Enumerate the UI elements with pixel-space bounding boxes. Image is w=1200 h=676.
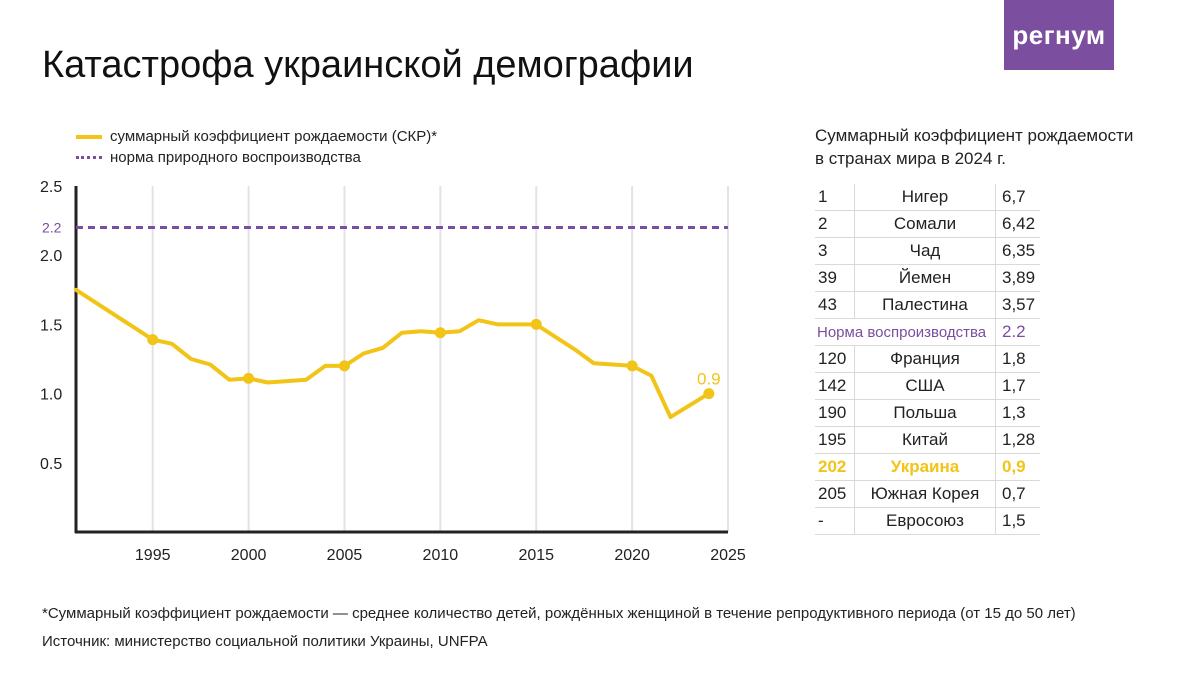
- data-label-2024: 0.9: [697, 370, 721, 389]
- chart-legend: суммарный коэффициент рождаемости (СКР)*…: [76, 126, 437, 168]
- country-cell: Нигер: [854, 184, 996, 211]
- country-cell: США: [854, 372, 996, 400]
- reference-line-group: 2.2: [42, 220, 728, 236]
- y-tick-label: 1.5: [40, 317, 62, 334]
- table-row: 202 Украина 0,9: [815, 453, 1040, 481]
- x-tick-label-2015: 2015: [518, 547, 554, 564]
- data-point-2000: [243, 372, 255, 384]
- rank-cell: 2: [815, 210, 855, 238]
- norm-label-cell: Норма воспроизводства: [815, 318, 996, 346]
- legend-swatch-dashed: [76, 156, 102, 159]
- rank-cell: 43: [815, 291, 855, 319]
- value-cell: 6,7: [995, 184, 1040, 211]
- ranking-table-body: 1 Нигер 6,7 2 Сомали 6,42 3 Чад 6,35 39 Йемен 3,89 4…: [815, 184, 1040, 535]
- country-cell: Йемен: [854, 264, 996, 292]
- data-point-2024: [703, 388, 715, 400]
- legend-label-norm: норма природного воспроизводства: [110, 149, 361, 166]
- data-point-1995: [147, 334, 159, 346]
- data-point-2015: [530, 318, 542, 330]
- table-row: 120 Франция 1,8: [815, 345, 1040, 373]
- value-cell: 3,89: [995, 264, 1040, 292]
- table-title-line2: в странах мира в 2024 г.: [815, 149, 1006, 168]
- source-note: Источник: министерство социальной полити…: [42, 633, 488, 650]
- rank-cell: 195: [815, 426, 855, 454]
- rank-cell: 1: [815, 184, 855, 211]
- value-cell: 1,28: [995, 426, 1040, 454]
- value-cell: 3,57: [995, 291, 1040, 319]
- table-row: 39 Йемен 3,89: [815, 264, 1040, 292]
- series-line: [74, 287, 711, 420]
- page-title: Катастрофа украинской демографии: [42, 44, 694, 86]
- rank-cell: 39: [815, 264, 855, 292]
- legend-label-series: суммарный коэффициент рождаемости (СКР)*: [110, 128, 438, 145]
- y-tick-label: 2.5: [40, 179, 62, 196]
- table-title-line1: Суммарный коэффициент рождаемости: [815, 126, 1134, 145]
- norm-value-cell: 2.2: [995, 318, 1040, 346]
- country-cell: Китай: [854, 426, 996, 454]
- y-tick-label: 1.0: [40, 387, 62, 404]
- rank-cell: 205: [815, 480, 855, 508]
- table-row: 205 Южная Корея 0,7: [815, 480, 1040, 508]
- series-group: [74, 287, 715, 420]
- value-cell: 0,9: [995, 453, 1040, 481]
- x-tick-label-2000: 2000: [231, 547, 267, 564]
- chart-grid: [151, 186, 729, 532]
- rank-cell: 202: [815, 453, 855, 481]
- norm-row: Норма воспроизводства 2.2: [815, 318, 1040, 346]
- table-row: 2 Сомали 6,42: [815, 210, 1040, 238]
- country-cell: Южная Корея: [854, 480, 996, 508]
- rank-cell: 120: [815, 345, 855, 373]
- value-cell: 0,7: [995, 480, 1040, 508]
- country-cell: Чад: [854, 237, 996, 265]
- country-cell: Франция: [854, 345, 996, 373]
- value-cell: 1,7: [995, 372, 1040, 400]
- value-cell: 1,8: [995, 345, 1040, 373]
- fertility-ranking-table: 1 Нигер 6,7 2 Сомали 6,42 3 Чад 6,35 39 Йемен 3,89 4…: [815, 184, 1040, 535]
- fertility-line-chart: 2.2 1995 2000 2005 2010 2015 2020 2025 0.5 1.0 1.…: [40, 179, 746, 564]
- x-tick-label-2005: 2005: [327, 547, 363, 564]
- x-tick-label-2020: 2020: [614, 547, 650, 564]
- value-cell: 6,42: [995, 210, 1040, 238]
- legend-item-series: суммарный коэффициент рождаемости (СКР)*: [76, 126, 437, 147]
- value-cell: 6,35: [995, 237, 1040, 265]
- rank-cell: 3: [815, 237, 855, 265]
- table-title: Суммарный коэффициент рождаемости в стра…: [815, 124, 1133, 170]
- rank-cell: -: [815, 507, 855, 535]
- data-point-2020: [626, 360, 638, 372]
- x-tick-label-2025: 2025: [710, 547, 746, 564]
- data-point-2010: [434, 327, 446, 339]
- x-tick-label-2010: 2010: [423, 547, 459, 564]
- y-tick-label: 0.5: [40, 456, 62, 473]
- table-row: 195 Китай 1,28: [815, 426, 1040, 454]
- table-row: 190 Польша 1,3: [815, 399, 1040, 427]
- y-tick-label: 2.0: [40, 248, 62, 265]
- country-cell: Евросоюз: [854, 507, 996, 535]
- country-cell: Украина: [854, 453, 996, 481]
- x-tick-label-1995: 1995: [135, 547, 171, 564]
- table-row: 3 Чад 6,35: [815, 237, 1040, 265]
- chart-axes: [74, 186, 728, 534]
- country-cell: Сомали: [854, 210, 996, 238]
- legend-item-norm: норма природного воспроизводства: [76, 147, 437, 168]
- legend-swatch-solid: [76, 134, 102, 139]
- data-point-2005: [338, 360, 350, 372]
- value-cell: 1,3: [995, 399, 1040, 427]
- country-cell: Палестина: [854, 291, 996, 319]
- tick-labels-group: 1995 2000 2005 2010 2015 2020 2025 0.5 1.0 1.5 2.0…: [40, 179, 746, 564]
- table-row: 43 Палестина 3,57: [815, 291, 1040, 319]
- footnote: *Суммарный коэффициент рождаемости — сре…: [42, 605, 1076, 622]
- table-row: 142 США 1,7: [815, 372, 1040, 400]
- rank-cell: 142: [815, 372, 855, 400]
- rank-cell: 190: [815, 399, 855, 427]
- regnum-logo[interactable]: регнум: [1004, 0, 1114, 70]
- country-cell: Польша: [854, 399, 996, 427]
- value-cell: 1,5: [995, 507, 1040, 535]
- reference-line-label: 2.2: [42, 220, 62, 236]
- table-row: 1 Нигер 6,7: [815, 184, 1040, 211]
- table-row: - Евросоюз 1,5: [815, 507, 1040, 535]
